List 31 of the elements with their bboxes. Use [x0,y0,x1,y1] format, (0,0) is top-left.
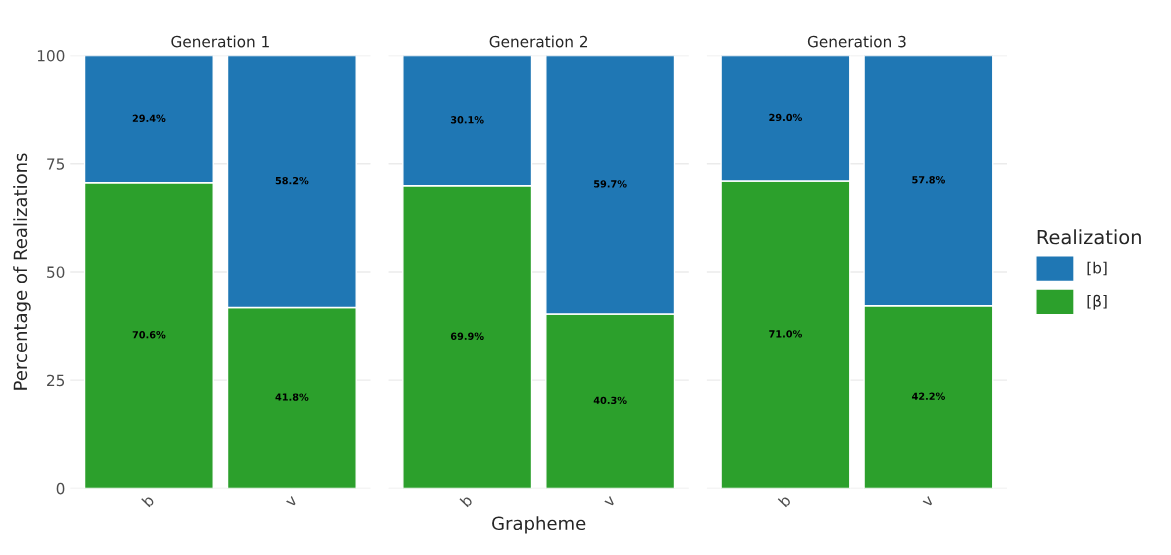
legend-title: Realization [1037,229,1141,245]
legend-label: [b] [1087,261,1107,276]
data-label: 42.2% [911,392,945,400]
y-tick-label: 100 [37,49,65,62]
data-label: 30.1% [450,116,484,124]
chart-title: Generation 2 [489,35,588,48]
x-tick-label: v [286,495,298,508]
data-label: 69.9% [450,332,484,340]
x-tick-label: b [459,493,474,508]
y-axis-title: Percentage of Realizations [13,153,31,390]
y-tick-label: 50 [47,266,65,278]
data-label: 71.0% [769,330,802,338]
legend-label: [β] [1087,294,1107,310]
y-tick-label: 0 [56,482,65,495]
x-tick-label: b [141,493,155,508]
data-label: 58.2% [275,176,309,185]
chart-title: Generation 1 [171,35,269,48]
data-label: 40.3% [593,396,627,404]
data-label: 41.8% [275,393,309,401]
x-axis-title: Grapheme [492,516,586,534]
y-tick-label: 75 [47,158,65,170]
data-label: 57.8% [912,176,945,184]
data-label: 59.7% [594,180,627,188]
y-tick-label: 25 [47,374,65,387]
x-tick-label: b [777,493,792,508]
x-tick-label: v [604,495,617,508]
x-tick-label: v [922,495,935,508]
chart-title: Generation 3 [807,35,906,48]
data-label: 29.0% [769,113,802,122]
data-label: 70.6% [132,331,166,339]
data-label: 29.4% [132,114,166,122]
